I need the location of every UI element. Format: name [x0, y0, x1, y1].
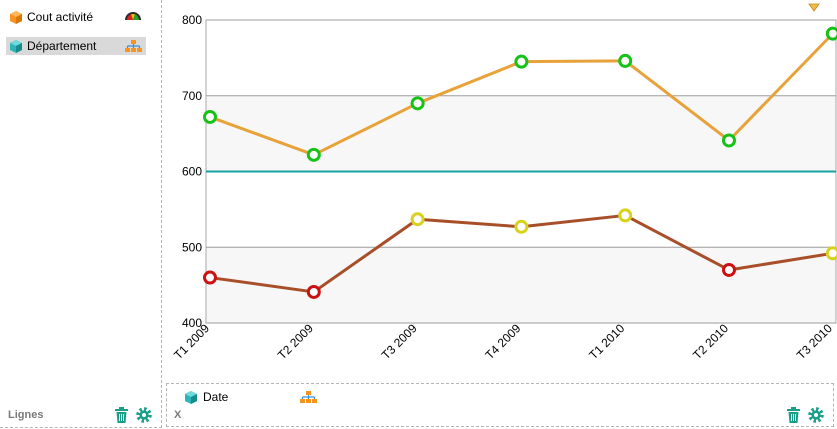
x-tick-label: T3 2010: [794, 321, 835, 362]
data-point: [722, 133, 736, 148]
data-point: [618, 208, 633, 223]
y-tick-label: 500: [182, 240, 202, 254]
y-tick-label: 700: [182, 89, 202, 103]
teal-cube-icon: [10, 39, 22, 53]
x-axis-panel: Date X: [166, 383, 834, 427]
data-point: [618, 53, 633, 68]
trash-icon[interactable]: [787, 407, 800, 423]
data-point: [306, 147, 321, 162]
trash-icon[interactable]: [115, 407, 128, 423]
data-point: [825, 246, 837, 261]
x-panel-label: X: [174, 409, 182, 421]
data-point: [203, 270, 217, 285]
data-point: [410, 212, 425, 227]
data-point: [722, 262, 736, 277]
gear-icon[interactable]: [808, 407, 824, 423]
data-point: [514, 54, 529, 69]
field-departement[interactable]: Département: [6, 37, 146, 55]
x-tick-label: T2 2010: [690, 321, 731, 362]
hierarchy-icon[interactable]: [125, 40, 142, 52]
gear-icon[interactable]: [136, 407, 152, 423]
y-tick-label: 600: [182, 165, 202, 179]
plot-band: [206, 247, 836, 323]
rows-panel: Cout activité Département Lignes: [0, 0, 162, 428]
rows-panel-label: Lignes: [8, 409, 44, 421]
teal-cube-icon: [185, 390, 197, 404]
gauge-icon[interactable]: [124, 11, 142, 21]
hierarchy-icon[interactable]: [300, 391, 317, 403]
sort-triangle-icon: [808, 3, 820, 12]
field-cout-activite[interactable]: Cout activité: [6, 8, 146, 26]
field-label: Département: [27, 39, 97, 53]
data-point: [203, 109, 217, 124]
x-tick-label: T3 2009: [379, 321, 420, 362]
x-tick-label: T4 2009: [482, 321, 523, 362]
data-point: [514, 219, 529, 234]
field-label: Cout activité: [27, 10, 94, 24]
y-tick-label: 400: [182, 316, 202, 330]
plot-band: [206, 95, 836, 172]
orange-cube-icon: [10, 10, 22, 24]
data-point: [825, 26, 837, 41]
field-label: Date: [203, 390, 229, 404]
x-tick-label: T1 2010: [586, 321, 627, 362]
x-tick-label: T2 2009: [275, 321, 316, 362]
line-chart: 400 500 600 700 800 T1 2009 T2 2009 T3 2009 T4 2…: [163, 0, 837, 380]
y-tick-label: 800: [182, 13, 202, 27]
field-date[interactable]: Date: [185, 390, 228, 404]
data-point: [306, 284, 321, 299]
data-point: [410, 96, 425, 111]
